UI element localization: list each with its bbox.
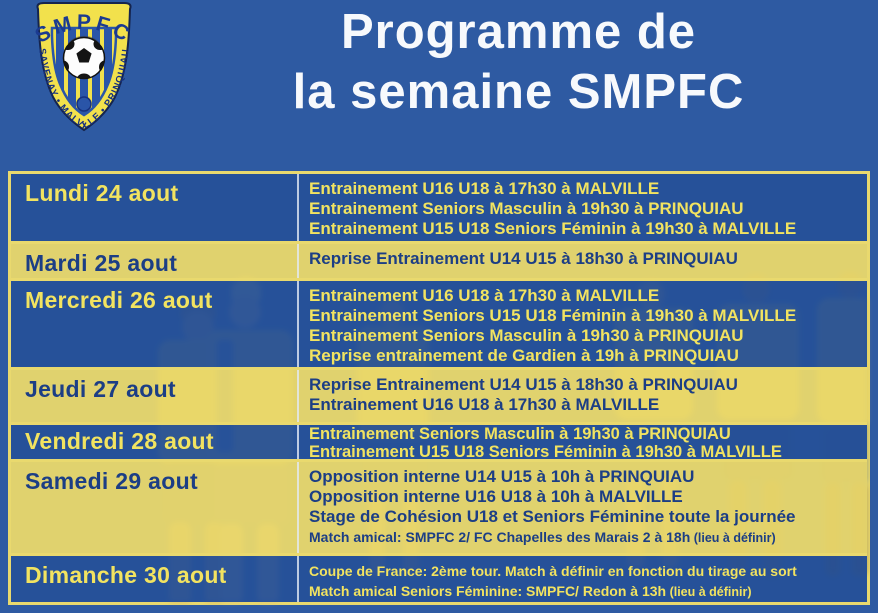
- event-text: Match amical Seniors Féminine: SMPFC/ Re…: [309, 582, 752, 599]
- schedule-row: Samedi 29 aout Opposition interne U14 U15…: [11, 462, 867, 556]
- page-title: Programme de la semaine SMPFC: [165, 2, 872, 122]
- event-note: (lieu à définir): [690, 531, 776, 546]
- event-text: Match amical: SMPFC 2/ FC Chapelles des …: [309, 529, 776, 546]
- events-cell: Entrainement U16 U18 à 17h30 à MALVILLE E…: [299, 174, 867, 241]
- events-cell: Reprise Entrainement U14 U15 à 18h30 à P…: [299, 370, 867, 422]
- day-label: Samedi 29 aout: [11, 462, 299, 553]
- schedule-row: Lundi 24 aout Entrainement U16 U18 à 17h3…: [11, 174, 867, 244]
- soccer-ball-icon: [62, 35, 106, 80]
- day-label: Mardi 25 aout: [11, 243, 299, 278]
- event-text: Reprise Entrainement U14 U15 à 18h30 à P…: [309, 248, 738, 268]
- schedule-table: Lundi 24 aout Entrainement U16 U18 à 17h3…: [8, 171, 870, 605]
- event-text: Entrainement Seniors Masculin à 19h30 à …: [309, 199, 744, 218]
- event-text: Entrainement U15 U18 Seniors Féminin à 1…: [309, 219, 797, 238]
- event-text: Entrainement U16 U18 à 17h30 à MALVILLE: [309, 395, 660, 415]
- club-crest-logo: SMPFC SAVENAY • MALVILLE • PRINQUIAU: [31, 2, 132, 132]
- day-label: Lundi 24 aout: [11, 174, 299, 241]
- events-cell: Entrainement Seniors Masculin à 19h30 à …: [299, 425, 867, 462]
- event-text: Entrainement U15 U18 Seniors Féminin à 1…: [309, 443, 782, 462]
- title-line-1: Programme de: [340, 5, 697, 59]
- events-cell: Reprise Entrainement U14 U15 à 18h30 à P…: [299, 244, 867, 278]
- day-label: Vendredi 28 aout: [11, 425, 299, 460]
- schedule-row: Vendredi 28 aout Entrainement Seniors Mas…: [11, 425, 867, 463]
- event-text: Entrainement Seniors U15 U18 Féminin à 1…: [309, 305, 797, 325]
- events-cell: Entrainement U16 U18 à 17h30 à MALVILLE E…: [299, 281, 867, 368]
- crest-bottom-roundel: [76, 96, 92, 112]
- day-label: Mercredi 26 aout: [11, 280, 299, 368]
- event-text: Reprise Entrainement U14 U15 à 18h30 à P…: [309, 375, 738, 395]
- event-text: Entrainement U16 U18 à 17h30 à MALVILLE: [309, 179, 660, 198]
- events-cell: Coupe de France: 2ème tour. Match à défi…: [299, 556, 867, 602]
- schedule-row: Mardi 25 aout Reprise Entrainement U14 U1…: [11, 243, 867, 281]
- event-text: Entrainement Seniors Masculin à 19h30 à …: [309, 325, 744, 345]
- schedule-row: Dimanche 30 aout Coupe de France: 2ème to…: [11, 555, 867, 602]
- event-text: Stage de Cohésion U18 et Seniors Féminin…: [309, 507, 796, 527]
- day-label: Jeudi 27 aout: [11, 370, 299, 423]
- event-text: Reprise entrainement de Gardien à 19h à …: [309, 345, 739, 365]
- title-line-2: la semaine SMPFC: [292, 65, 745, 119]
- event-text: Entrainement U16 U18 à 17h30 à MALVILLE: [309, 285, 660, 305]
- events-cell: Opposition interne U14 U15 à 10h à PRINQ…: [299, 462, 867, 553]
- event-text: Opposition interne U14 U15 à 10h à PRINQ…: [309, 467, 695, 487]
- event-text: Entrainement Seniors Masculin à 19h30 à …: [309, 425, 731, 444]
- event-note: (lieu à définir): [666, 584, 752, 599]
- schedule-row: Jeudi 27 aout Reprise Entrainement U14 U1…: [11, 370, 867, 426]
- schedule-row: Mercredi 26 aout Entrainement U16 U18 à 1…: [11, 280, 867, 371]
- day-label: Dimanche 30 aout: [11, 555, 299, 602]
- event-text: Opposition interne U16 U18 à 10h à MALVI…: [309, 487, 683, 507]
- event-text: Coupe de France: 2ème tour. Match à défi…: [309, 562, 797, 579]
